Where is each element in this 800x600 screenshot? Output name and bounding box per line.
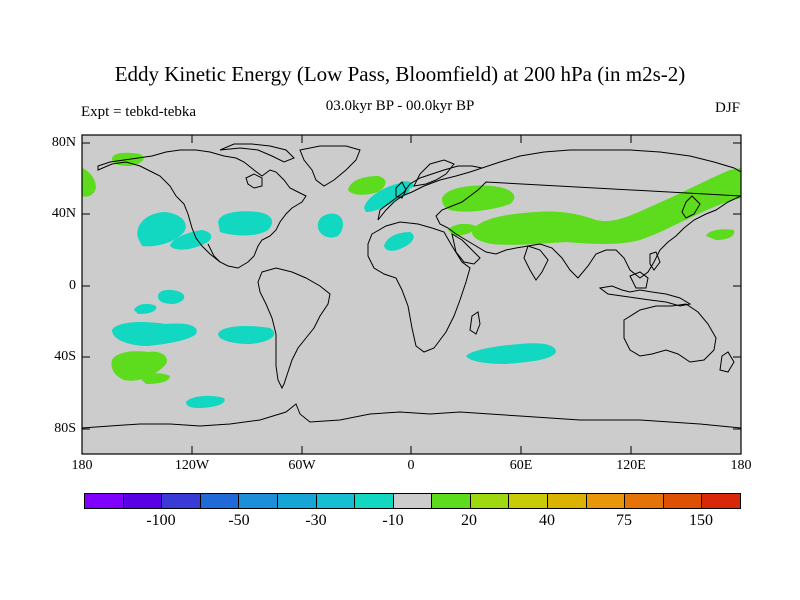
colorbar-label: -50: [228, 512, 250, 529]
lat-label-80n: 80N: [51, 135, 76, 150]
colorbar-swatch: [84, 493, 124, 509]
coast-hudson-bay: [245, 173, 263, 189]
coast-borneo: [629, 271, 649, 289]
coast-asia: [435, 149, 741, 279]
colorbar-swatch: [585, 493, 626, 509]
coast-scandinavia: [413, 159, 455, 187]
colorbar-swatch: [238, 493, 278, 509]
coast-greenland: [299, 145, 361, 187]
anomaly-south-pacific-green2: [140, 373, 170, 384]
coast-antarctica: [82, 403, 741, 429]
lon-label-60e: 60E: [509, 458, 533, 473]
colorbar-label: 20: [461, 512, 477, 529]
coast-british-isles: [395, 181, 407, 199]
colorbar-swatch: [431, 493, 471, 509]
coast-japan: [681, 195, 701, 219]
lat-label-40s: 40S: [54, 349, 76, 364]
lat-label-80s: 80S: [54, 421, 76, 436]
coast-europe: [377, 165, 484, 221]
colorbar-swatch: [508, 493, 549, 509]
coast-arabia: [451, 232, 481, 265]
colorbar-label: 150: [689, 512, 713, 529]
lon-label-180w: 180: [71, 458, 93, 473]
period-label: 03.0kyr BP - 00.0kyr BP: [325, 98, 475, 114]
colorbar-label: -30: [305, 512, 327, 529]
anomaly-west-edge: [82, 168, 96, 197]
coast-madagascar: [469, 311, 481, 335]
experiment-label: Expt = tebkd-tebka: [81, 104, 197, 120]
season-label: DJF: [714, 100, 740, 116]
anomaly-north-sea: [364, 183, 410, 212]
coast-arctic-islands: [219, 143, 295, 163]
coast-india: [523, 245, 549, 281]
colorbar-label: 40: [539, 512, 555, 529]
anomaly-asia-jet: [472, 168, 741, 245]
anomaly-western-atlantic: [218, 211, 273, 236]
coast-africa: [367, 221, 471, 353]
colorbar-swatch: [122, 493, 163, 509]
colorbar-swatch: [315, 493, 356, 509]
anomaly-south-pacific-east: [218, 326, 275, 344]
anomaly-central-atlantic: [317, 213, 343, 238]
anomaly-iceland: [398, 181, 414, 190]
coast-north-america: [97, 149, 307, 269]
plot-title: Eddy Kinetic Energy (Low Pass, Bloomfiel…: [114, 62, 686, 86]
anomaly-south-indian: [466, 343, 556, 364]
colorbar-swatch: [662, 493, 703, 509]
colorbar-swatch: [469, 493, 510, 509]
anomaly-south-pacific: [112, 322, 197, 346]
colorbar-swatch: [161, 493, 201, 509]
anomaly-europe: [442, 185, 515, 212]
anomaly-southern-ocean: [186, 395, 225, 408]
anomaly-west-pacific: [706, 229, 735, 240]
lon-label-60w: 60W: [288, 458, 316, 473]
lat-label-40n: 40N: [51, 206, 76, 221]
colorbar-swatch: [624, 493, 664, 509]
lon-label-0: 0: [407, 458, 415, 473]
anomaly-japan-region: [660, 193, 702, 220]
anomaly-north-atlantic: [348, 176, 386, 195]
colorbar-label: -100: [146, 512, 176, 529]
colorbar-swatch: [354, 493, 394, 509]
colorbar-swatch: [276, 493, 317, 509]
lon-label-180e: 180: [730, 458, 752, 473]
axis-ticks: [81, 135, 742, 454]
colorbar-label: -10: [382, 512, 404, 529]
colorbar-swatch: [392, 493, 433, 509]
anomaly-subtropical-pacific: [134, 303, 157, 314]
coast-indonesia: [598, 285, 692, 307]
colorbar-swatch: [701, 493, 741, 509]
coast-new-zealand: [719, 351, 735, 373]
coastlines: [82, 143, 741, 429]
coast-baja: [207, 243, 221, 263]
lat-label-equator: 0: [69, 278, 76, 293]
positive-anomaly-layer: [82, 152, 741, 384]
lon-label-120w: 120W: [174, 458, 210, 473]
colorbar-swatch: [547, 493, 587, 509]
anomaly-ne-pacific: [137, 212, 186, 247]
anomaly-eastern-atlantic: [384, 232, 414, 251]
anomaly-central-pacific: [158, 289, 185, 304]
coast-australia: [623, 303, 717, 363]
colorbar-swatch: [199, 493, 240, 509]
colorbar-label: 75: [616, 512, 632, 529]
coast-south-america: [257, 267, 331, 390]
lon-label-120e: 120E: [616, 458, 646, 473]
coast-philippines: [649, 251, 661, 271]
